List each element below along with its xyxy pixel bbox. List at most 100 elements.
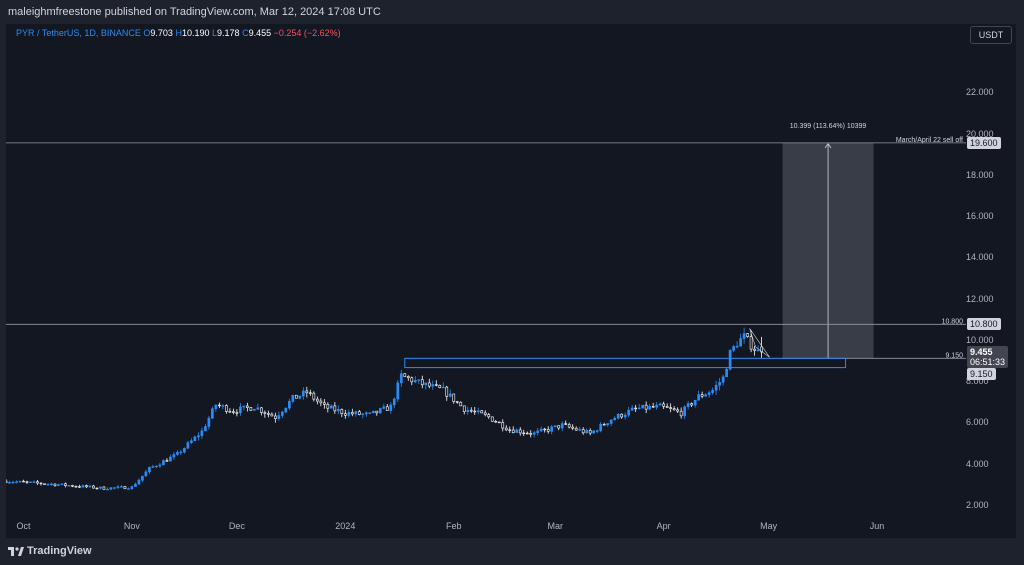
candle (448, 389, 452, 398)
candle-body (550, 426, 554, 432)
candle-body (371, 410, 375, 414)
candle (613, 416, 617, 421)
candle-body (130, 486, 134, 489)
candle-body (382, 406, 386, 409)
price-tick-label: 4.000 (966, 458, 989, 469)
publisher-header: maleighmfreestone published on TradingVi… (0, 0, 1024, 24)
candle-body (326, 404, 330, 409)
candle-body (249, 407, 253, 411)
candle (445, 385, 449, 401)
candle (655, 402, 659, 410)
candle (92, 484, 95, 489)
candle (106, 487, 109, 491)
candle (190, 438, 193, 444)
candle (427, 378, 431, 389)
candle-body (686, 403, 690, 408)
low-label: L (212, 28, 218, 38)
candle (270, 412, 274, 417)
candle-body (679, 410, 683, 417)
candle-body (260, 407, 263, 413)
candle-body (410, 377, 414, 383)
candle (690, 402, 693, 408)
candle (637, 403, 641, 410)
candle-body (711, 389, 714, 394)
price-tick-label: 20.000 (966, 128, 994, 139)
candle-body (60, 483, 64, 485)
candle (85, 484, 88, 489)
candle (274, 412, 277, 423)
candle (15, 480, 18, 484)
candle-body (403, 373, 407, 377)
candle-body (441, 386, 445, 389)
price-chart[interactable]: 10.399 (113.64%) 10399 March/April 22 sel… (6, 24, 1016, 538)
candles (6, 327, 763, 491)
candle (742, 327, 746, 344)
candle (333, 402, 337, 414)
candle-body (6, 480, 8, 484)
candle (483, 410, 487, 417)
candle (623, 412, 627, 420)
hline-label-0: March/April 22 sell off (896, 137, 963, 144)
candle (39, 482, 43, 486)
candle (760, 336, 763, 358)
candle-body (543, 428, 547, 431)
candle-body (749, 336, 753, 350)
candle-body (522, 432, 526, 435)
candle-body (315, 398, 319, 402)
candle-body (592, 430, 596, 434)
candle (616, 413, 620, 420)
candle (511, 426, 515, 434)
candle-body (452, 393, 456, 402)
candle-body (53, 483, 57, 486)
candle-body (197, 435, 200, 438)
candle-body (616, 413, 620, 419)
tradingview-logo[interactable]: TradingView (8, 545, 92, 557)
price-tick-label: 6.000 (966, 417, 989, 428)
candle (225, 404, 228, 414)
price-tick-label: 22.000 (966, 87, 994, 98)
candle (550, 424, 554, 435)
candle-body (176, 452, 179, 455)
candle-body (29, 481, 32, 483)
candle-body (613, 417, 617, 421)
candle-body (158, 464, 162, 467)
candle-body (378, 408, 382, 414)
candle-body (134, 483, 137, 487)
candle (22, 479, 25, 483)
range-rectangle (404, 357, 847, 369)
candle (700, 391, 704, 399)
candle-body (190, 440, 193, 443)
currency-button[interactable]: USDT (970, 26, 1012, 44)
price-range-arrowhead (824, 143, 832, 149)
candle-body (120, 486, 123, 488)
close-value: 9.455 (248, 28, 272, 38)
candle-body (508, 429, 512, 431)
candle-body (536, 430, 540, 433)
candle (319, 398, 323, 407)
candle (78, 484, 81, 488)
chart-panel[interactable]: 10.399 (113.64%) 10399 March/April 22 sel… (6, 24, 1016, 538)
candle-body (361, 413, 365, 416)
candle-body (669, 407, 673, 409)
candle (211, 406, 214, 419)
candle-body (333, 405, 337, 412)
candle-body (518, 429, 522, 434)
time-tick-label: Jun (869, 521, 885, 531)
candle (141, 475, 144, 483)
candle (529, 430, 533, 438)
time-tick-label: Oct (16, 521, 31, 531)
candle (127, 487, 130, 490)
candle-body (406, 376, 410, 379)
candle-body (22, 480, 25, 483)
candle (336, 405, 340, 415)
candle (18, 480, 22, 483)
candle (469, 407, 473, 413)
candle (697, 390, 700, 401)
candle-body (585, 429, 589, 434)
candle-body (354, 411, 358, 415)
candle (36, 479, 39, 485)
candle-body (420, 379, 424, 386)
candle-body (235, 412, 239, 414)
candle (102, 486, 106, 490)
candle (725, 367, 728, 378)
